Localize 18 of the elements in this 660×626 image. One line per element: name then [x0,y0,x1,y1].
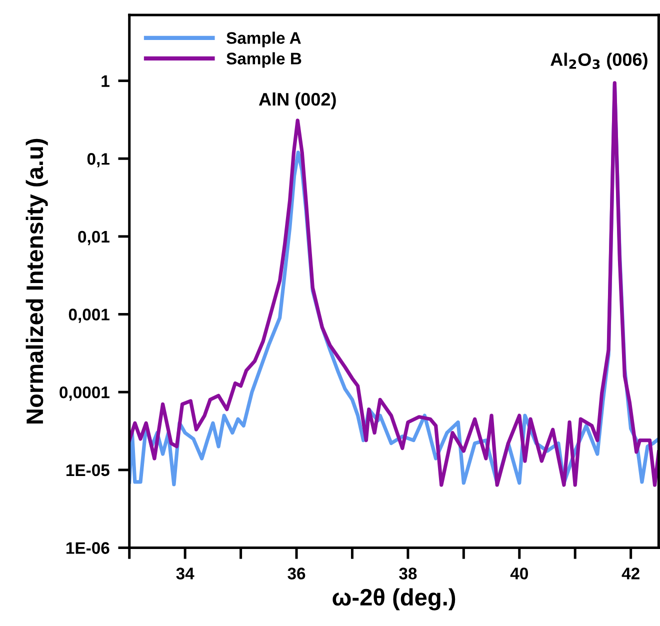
x-tick-label: 42 [622,568,640,580]
x-axis-title: ω-2θ (deg.) [332,588,456,610]
y-tick-label: 1E-06 [66,542,110,554]
y-tick-label: 1 [102,75,110,87]
x-tick-label: 38 [399,568,417,580]
annotation: AlN (002) [258,92,336,110]
legend-label: Sample B [226,52,302,68]
annotation: Al$_{2}$O$_{3}$ (006) [550,52,648,70]
x-tick-label: 34 [176,568,194,580]
y-tick-label: 0,001 [68,308,110,323]
x-tick-label: 36 [288,568,306,580]
y-axis-title: Normalized Intensity (a.u) [26,138,48,424]
y-tick-label: 0,01 [78,230,110,246]
y-tick-label: 0,0001 [60,386,110,401]
legend-label: Sample A [226,32,301,48]
x-tick-label: 40 [510,568,528,580]
y-tick-label: 0,1 [87,153,110,168]
y-tick-label: 1E-05 [66,464,110,476]
